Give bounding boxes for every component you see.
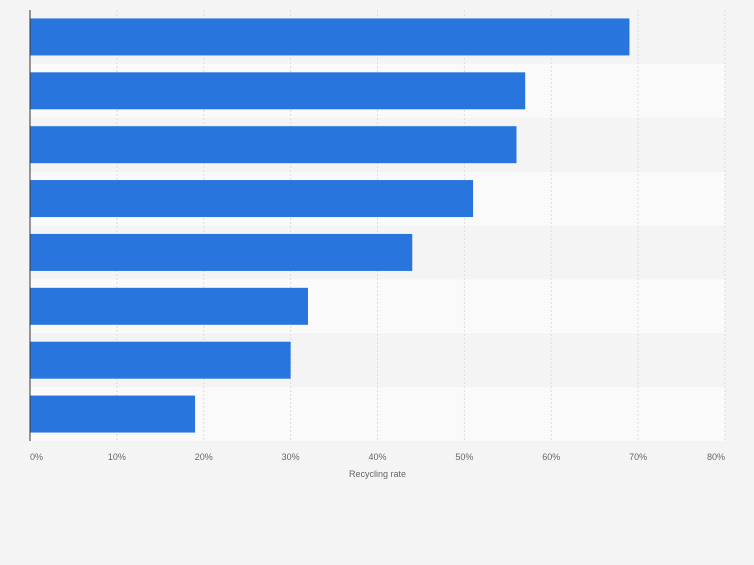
x-tick-label: 0%	[30, 452, 43, 462]
x-tick-label: 50%	[455, 452, 473, 462]
x-tick-label: 80%	[707, 452, 725, 462]
bars	[30, 18, 630, 433]
bar[interactable]	[30, 72, 526, 110]
x-tick-label: 40%	[368, 452, 386, 462]
bar[interactable]	[30, 126, 517, 164]
x-tick-label: 70%	[629, 452, 647, 462]
x-tick-label: 20%	[195, 452, 213, 462]
x-axis-tick-labels: 0% 10% 20% 30% 40% 50% 60% 70% 80%	[30, 452, 725, 462]
bar[interactable]	[30, 233, 413, 271]
bar[interactable]	[30, 18, 630, 56]
bar[interactable]	[30, 180, 474, 218]
x-tick-label: 10%	[108, 452, 126, 462]
x-tick-label: 30%	[282, 452, 300, 462]
x-tick-label: 60%	[542, 452, 560, 462]
x-axis-title: Recycling rate	[349, 469, 406, 479]
bar[interactable]	[30, 287, 308, 325]
bar[interactable]	[30, 395, 196, 433]
bar[interactable]	[30, 341, 291, 379]
